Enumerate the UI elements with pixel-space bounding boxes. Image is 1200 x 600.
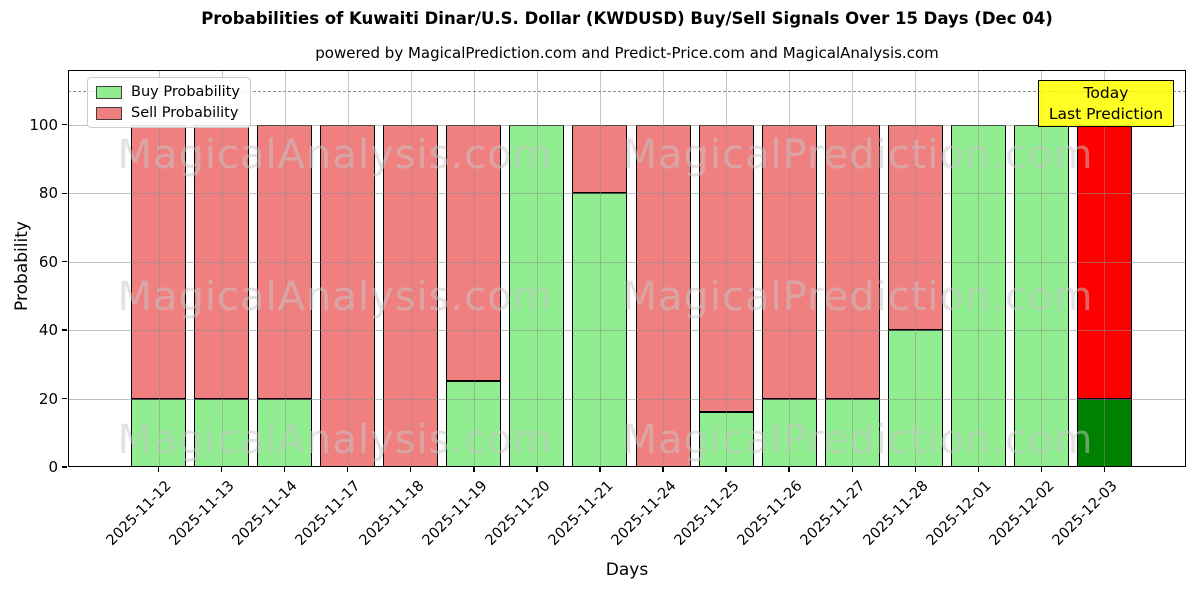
x-axis-label: Days — [605, 560, 649, 580]
chart-subtitle: powered by MagicalPrediction.com and Pre… — [315, 44, 939, 62]
x-tick-mark — [977, 467, 980, 472]
v-gridline — [347, 70, 349, 467]
y-tick-mark — [62, 192, 67, 194]
x-tick-mark — [914, 467, 916, 472]
h-gridline — [68, 398, 1186, 400]
legend-item-sell: Sell Probability — [96, 105, 240, 121]
x-tick-mark — [1040, 467, 1043, 472]
watermark-text: MagicalPrediction.com — [622, 417, 1094, 463]
v-gridline — [789, 70, 791, 467]
today-annotation-line2: Last Prediction — [1048, 104, 1164, 123]
x-tick-mark — [473, 467, 475, 472]
x-tick-mark — [788, 467, 790, 472]
x-tick-mark — [536, 467, 538, 472]
x-tick-mark — [599, 467, 601, 472]
y-tick-label: 80 — [38, 184, 58, 203]
y-tick-label: 100 — [29, 115, 58, 134]
x-tick-mark — [725, 467, 727, 472]
v-gridline — [473, 70, 475, 467]
chart-title: Probabilities of Kuwaiti Dinar/U.S. Doll… — [201, 9, 1053, 28]
x-tick-mark — [283, 467, 286, 472]
v-gridline — [852, 70, 854, 467]
y-tick-mark — [62, 466, 67, 468]
x-tick-mark — [851, 467, 853, 472]
v-gridline — [599, 70, 601, 467]
sell-swatch-icon — [96, 106, 122, 120]
h-gridline — [68, 261, 1186, 263]
v-gridline — [284, 70, 286, 467]
legend-label: Buy Probability — [131, 84, 240, 100]
legend-item-buy: Buy Probability — [96, 84, 240, 100]
y-tick-mark — [62, 260, 67, 263]
watermark-text: MagicalPrediction.com — [622, 274, 1094, 320]
watermark-text: MagicalAnalysis.com — [117, 274, 553, 320]
plot-area: MagicalAnalysis.com MagicalPrediction.co… — [68, 70, 1186, 467]
v-gridline — [221, 70, 223, 467]
v-gridline — [978, 70, 980, 467]
v-gridline — [726, 70, 728, 467]
v-gridline — [158, 70, 160, 467]
h-gridline — [68, 330, 1186, 332]
x-tick-mark — [410, 467, 412, 472]
y-tick-label: 40 — [38, 321, 58, 340]
v-gridline — [915, 70, 917, 467]
x-tick-mark — [220, 467, 223, 472]
h-gridline — [68, 193, 1186, 195]
v-gridline — [1104, 70, 1106, 467]
chart-legend: Buy Probability Sell Probability — [87, 77, 251, 128]
v-gridline — [536, 70, 538, 467]
h-gridline — [68, 124, 1186, 126]
today-annotation-line1: Today — [1083, 83, 1129, 102]
v-gridline — [410, 70, 412, 467]
y-tick-label: 0 — [48, 458, 58, 476]
today-annotation-box: Today Last Prediction — [1038, 80, 1174, 127]
y-tick-mark — [62, 124, 67, 126]
x-tick-mark — [1103, 467, 1106, 472]
x-tick-mark — [157, 467, 160, 472]
y-tick-label: 20 — [38, 389, 58, 408]
watermark-text: MagicalAnalysis.com — [117, 132, 553, 178]
legend-label: Sell Probability — [131, 105, 239, 121]
today-dashed-line — [68, 90, 1186, 92]
y-tick-mark — [62, 397, 67, 400]
y-tick-label: 60 — [38, 252, 58, 271]
x-tick-mark — [662, 467, 664, 472]
v-gridline — [663, 70, 665, 467]
v-gridline — [1041, 70, 1043, 467]
watermark-text: MagicalAnalysis.com — [117, 417, 553, 463]
y-tick-mark — [62, 329, 67, 331]
buy-swatch-icon — [96, 85, 122, 99]
watermark-text: MagicalPrediction.com — [622, 132, 1094, 178]
x-tick-mark — [347, 467, 349, 472]
